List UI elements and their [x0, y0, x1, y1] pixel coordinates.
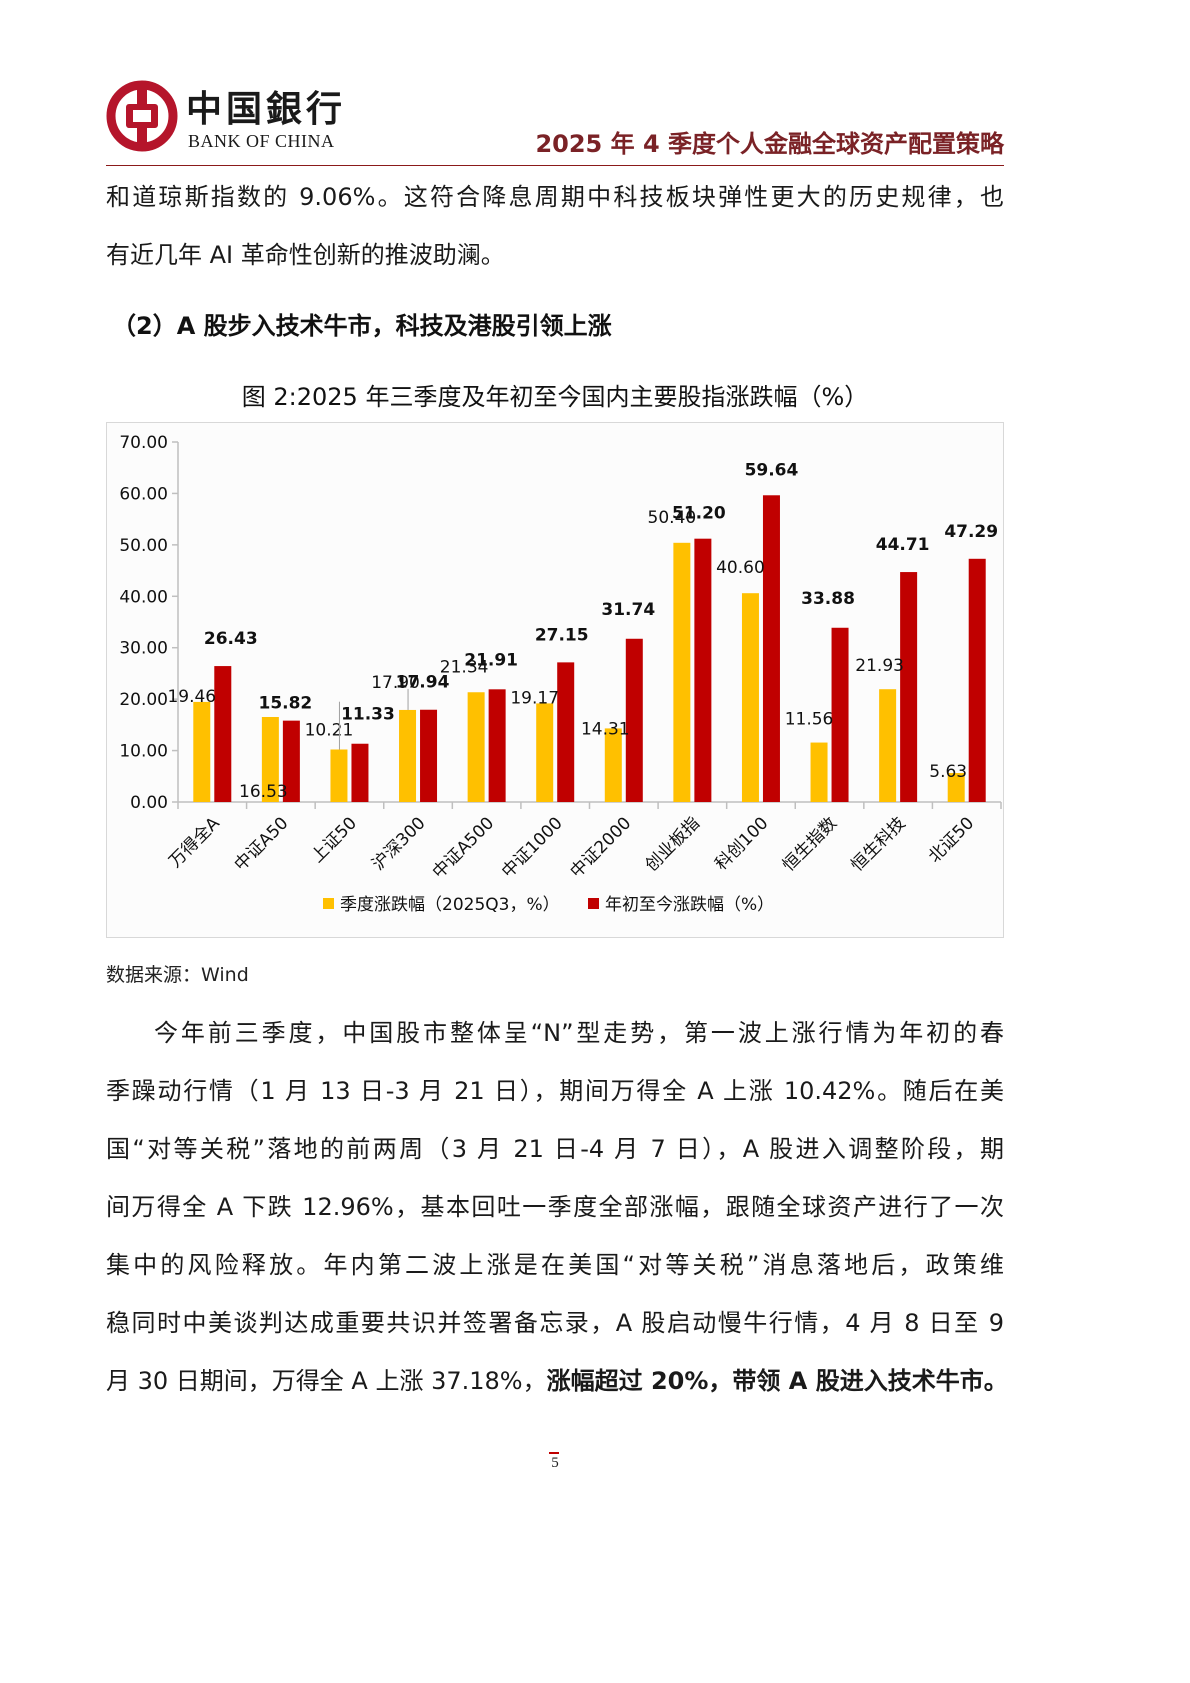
bar-ytd [420, 709, 438, 802]
body-line-7-normal: 月 30 日期间，万得全 A 上涨 37.18%， [106, 1367, 547, 1395]
legend-label-quarterly: 季度涨跌幅（2025Q3，%） [340, 895, 560, 915]
data-label-quarterly: 10.21 [305, 720, 354, 740]
data-label-quarterly: 11.56 [785, 710, 834, 730]
bank-of-china-logo-icon [106, 80, 178, 152]
bar-quarterly [536, 703, 554, 802]
x-category-label: 上证50 [308, 813, 361, 866]
figure-title: 图 2:2025 年三季度及年初至今国内主要股指涨跌幅（%） [241, 383, 869, 411]
bar-quarterly [741, 593, 759, 802]
bar-quarterly [193, 701, 211, 802]
data-label-ytd: 27.15 [535, 625, 589, 645]
y-tick-label: 50.00 [119, 536, 168, 556]
data-label-quarterly: 40.60 [716, 558, 765, 578]
data-source: 数据来源：Wind [106, 964, 249, 986]
x-category-label: 创业板指 [642, 813, 704, 875]
x-category-label: 恒生指数 [779, 813, 841, 875]
x-category-label: 科创100 [711, 813, 772, 874]
bar-quarterly [399, 709, 417, 802]
bar-ytd [968, 558, 986, 802]
section-heading: （2）A 股步入技术牛市，科技及港股引领上涨 [112, 312, 612, 340]
bar-ytd [831, 627, 849, 802]
data-label-quarterly: 19.17 [510, 688, 559, 708]
data-label-ytd: 11.33 [341, 705, 395, 725]
bar-ytd [762, 495, 780, 802]
data-label-ytd: 59.64 [745, 460, 799, 480]
logo-english-text: BANK OF CHINA [188, 131, 335, 151]
x-category-label: 中证A500 [429, 813, 498, 882]
bar-chart: 0.00 10.00 20.00 30.00 40.00 50.00 60.00 70.00 1… [119, 433, 1002, 915]
bar-quarterly [879, 689, 897, 802]
bar-ytd [214, 666, 232, 802]
x-category-label: 万得全A [165, 813, 224, 872]
body-line-7-emphasis: 涨幅超过 20%，带领 A 股进入技术牛市。 [546, 1367, 1008, 1395]
y-tick-label: 70.00 [119, 433, 168, 453]
data-label-quarterly: 21.34 [440, 657, 489, 677]
x-category-label: 沪深300 [368, 813, 429, 874]
intro-line-2: 有近几年 AI 革命性创新的推波助澜。 [106, 241, 505, 269]
x-category-label: 北证50 [925, 813, 978, 866]
body-line-2: 季躁动行情（1 月 13 日-3 月 21 日），期间万得全 A 上涨 10.4… [106, 1077, 1004, 1105]
legend-swatch-ytd [588, 898, 599, 909]
y-tick-label: 40.00 [119, 587, 168, 607]
bar-ytd [351, 743, 369, 802]
data-label-quarterly: 5.63 [929, 762, 967, 782]
bar-ytd [282, 720, 300, 802]
data-label-ytd: 21.91 [464, 650, 518, 670]
data-label-quarterly: 21.93 [855, 656, 904, 676]
data-label-ytd: 26.43 [204, 629, 258, 649]
report-title: 2025 年 4 季度个人金融全球资产配置策略 [535, 130, 1004, 158]
y-tick-label: 0.00 [130, 793, 168, 813]
data-label-ytd: 17.94 [396, 673, 450, 693]
logo-chinese-text: 中国銀行 [186, 88, 347, 130]
legend-label-ytd: 年初至今涨跌幅（%） [605, 895, 774, 915]
data-label-ytd: 44.71 [876, 535, 930, 555]
x-category-label: 中证A50 [231, 813, 293, 875]
bar-quarterly [947, 773, 965, 802]
body-line-7: 月 30 日期间，万得全 A 上涨 37.18%，涨幅超过 20%，带领 A 股… [106, 1365, 1008, 1397]
y-tick-label: 10.00 [119, 742, 168, 762]
bar-ytd [694, 538, 712, 802]
bar-quarterly [673, 542, 691, 802]
x-category-label: 中证2000 [567, 813, 636, 882]
body-line-1: 今年前三季度，中国股市整体呈“N”型走势，第一波上涨行情为年初的春 [154, 1019, 1004, 1047]
header-divider [106, 165, 1004, 166]
body-line-4: 间万得全 A 下跌 12.96%，基本回吐一季度全部涨幅，跟随全球资产进行了一次 [106, 1193, 1004, 1221]
bar-ytd [557, 662, 575, 802]
bar-quarterly [604, 728, 622, 802]
x-category-label: 中证1000 [498, 813, 567, 882]
y-tick-label: 30.00 [119, 639, 168, 659]
chart-container: 0.00 10.00 20.00 30.00 40.00 50.00 60.00 70.00 1… [106, 422, 1004, 938]
y-tick-label: 20.00 [119, 690, 168, 710]
bar-quarterly [810, 742, 828, 802]
data-label-quarterly: 17.90 [371, 673, 420, 693]
intro-line-1: 和道琼斯指数的 9.06%。这符合降息周期中科技板块弹性更大的历史规律，也 [106, 183, 1004, 211]
bar-ytd [488, 689, 506, 802]
bar-ytd [900, 572, 918, 802]
data-label-ytd: 47.29 [944, 522, 998, 542]
bar-quarterly [261, 716, 279, 802]
data-label-quarterly: 19.46 [167, 687, 216, 707]
data-label-quarterly: 50.40 [648, 508, 697, 528]
bar-quarterly [467, 692, 485, 802]
data-label-ytd: 51.20 [672, 504, 726, 524]
data-label-ytd: 33.88 [801, 589, 855, 609]
body-line-3: 国“对等关税”落地的前两周（3 月 21 日-4 月 7 日），A 股进入调整阶… [106, 1135, 1004, 1163]
page-number-mark [549, 1452, 559, 1454]
body-line-5: 集中的风险释放。年内第二波上涨是在美国“对等关税”消息落地后，政策维 [106, 1251, 1004, 1279]
data-label-ytd: 31.74 [601, 600, 655, 620]
x-category-label: 恒生科技 [847, 813, 909, 875]
body-line-6: 稳同时中美谈判达成重要共识并签署备忘录，A 股启动慢牛行情，4 月 8 日至 9 [106, 1309, 1004, 1337]
y-tick-label: 60.00 [119, 484, 168, 504]
bar-quarterly [330, 749, 348, 802]
data-label-quarterly: 14.31 [581, 719, 630, 739]
bar-ytd [625, 638, 643, 802]
data-label-ytd: 15.82 [258, 694, 312, 714]
legend-swatch-quarterly [323, 898, 334, 909]
page-number: 5 [551, 1455, 559, 1471]
data-label-quarterly: 16.53 [239, 782, 288, 802]
